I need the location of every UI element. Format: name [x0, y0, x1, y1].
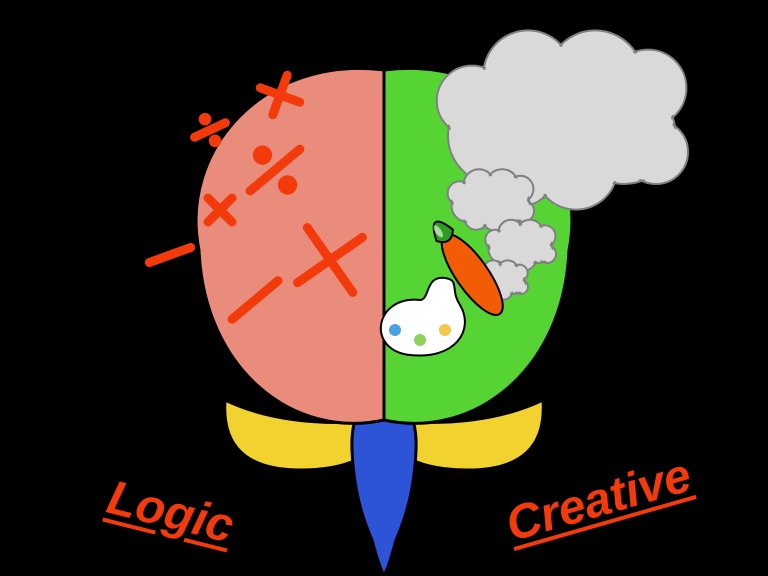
brain-diagram: Logic Creative: [0, 0, 768, 576]
math-minus-icon: [149, 247, 190, 262]
